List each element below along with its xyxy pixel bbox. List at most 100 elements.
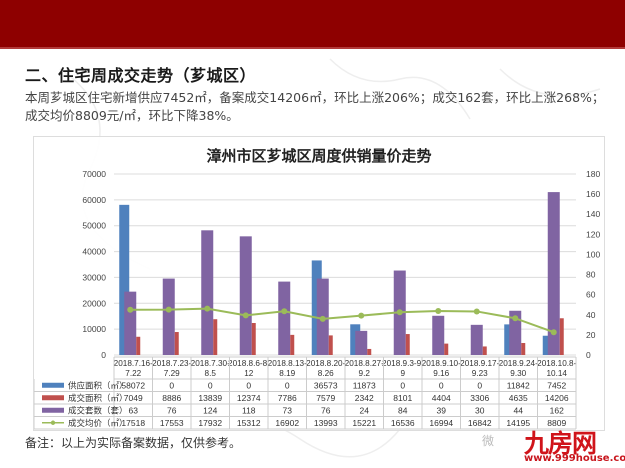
bar-deal-area (251, 323, 256, 355)
avg-price-marker (396, 309, 403, 316)
legend-label: 成交均价（㎡） (68, 418, 128, 428)
category-label: 9.2 (359, 369, 371, 378)
category-label: 8.26 (318, 369, 334, 378)
legend-label: 成交面积（㎡） (68, 393, 128, 403)
bar-units (278, 281, 291, 355)
watermark-url: www.999house.com (524, 453, 625, 464)
table-cell: 0 (208, 380, 213, 390)
bar-units (509, 310, 522, 355)
chart-container: 漳州市区芗城区周度供销量价走势 0 10000 20000 30000 40000 500… (33, 136, 605, 431)
bar-deal-area (559, 318, 564, 355)
legend-label: 成交套数（套） (68, 405, 128, 415)
category-label: 2018.10.8- (537, 359, 576, 368)
table-cell: 8886 (162, 393, 181, 403)
table-cell: 8101 (393, 393, 412, 403)
right-axis-tick: 80 (586, 270, 596, 280)
right-axis-tick: 120 (586, 229, 600, 239)
category-label: 9 (400, 369, 405, 378)
right-axis-tick: 20 (586, 330, 596, 340)
bar-units (201, 230, 214, 355)
table-cell: 16536 (391, 418, 415, 428)
wechat-icon: 微 (482, 434, 495, 448)
table-cell: 30 (475, 405, 485, 415)
category-label: 2018.7.30- (191, 359, 230, 368)
category-label: 8.19 (279, 369, 295, 378)
table-cell: 17553 (160, 418, 184, 428)
bar-deal-area (367, 348, 372, 355)
bar-deal-area (444, 343, 449, 355)
table-cell: 0 (169, 380, 174, 390)
bar-deal-area (521, 343, 526, 355)
table-cell: 15312 (237, 418, 261, 428)
table-cell: 15221 (352, 418, 376, 428)
legend-swatch-icon (42, 407, 64, 413)
left-axis-tick: 20000 (82, 298, 106, 308)
watermark-brand: 九房网 (524, 429, 597, 458)
left-axis-tick: 30000 (82, 272, 106, 282)
avg-price-marker (204, 305, 211, 312)
bar-deal-area (213, 319, 218, 355)
table-cell: 17518 (121, 418, 145, 428)
category-label: 9.30 (510, 369, 526, 378)
avg-price-marker (242, 312, 249, 319)
table-cell: 0 (285, 380, 290, 390)
category-label: 2018.8.6-8. (228, 359, 269, 368)
table-cell: 63 (129, 405, 139, 415)
bar-units (355, 330, 368, 355)
bar-units (547, 192, 560, 355)
table-cell: 73 (283, 405, 293, 415)
avg-price-marker (358, 312, 365, 319)
table-cell: 84 (398, 405, 408, 415)
right-axis-tick: 0 (586, 350, 591, 360)
bar-deal-area (290, 334, 295, 355)
bar-deal-area (328, 335, 333, 355)
legend-swatch-icon (42, 382, 64, 388)
table-cell: 16902 (275, 418, 299, 428)
table-cell: 0 (400, 380, 405, 390)
left-axis-tick: 0 (101, 350, 106, 360)
category-label: 9.16 (433, 369, 449, 378)
bar-supply-area (119, 204, 130, 355)
category-label: 9.23 (472, 369, 488, 378)
category-label: 7.29 (164, 369, 180, 378)
bar-units (239, 236, 252, 355)
category-label: 2018.7.16- (114, 359, 153, 368)
table-cell: 12374 (237, 393, 261, 403)
category-label: 2018.9.3-9. (382, 359, 423, 368)
category-label: 2018.8.20- (306, 359, 345, 368)
category-label: 2018.9.10- (422, 359, 461, 368)
bar-units (162, 278, 175, 355)
legend-swatch-icon (42, 395, 64, 401)
table-cell: 0 (246, 380, 251, 390)
table-cell: 11873 (353, 380, 376, 390)
bar-units (432, 315, 445, 355)
category-label: 10.14 (547, 369, 568, 378)
avg-price-marker (319, 315, 326, 322)
table-cell: 17932 (198, 418, 222, 428)
table-cell: 24 (360, 405, 370, 415)
category-label: 2018.8.27- (345, 359, 384, 368)
avg-price-marker (512, 315, 519, 322)
table-cell: 39 (437, 405, 447, 415)
table-cell: 162 (550, 405, 564, 415)
category-label: 7.22 (125, 369, 141, 378)
table-cell: 14206 (545, 393, 569, 403)
bar-deal-area (174, 332, 179, 355)
bar-deal-area (482, 346, 487, 355)
table-cell: 13993 (314, 418, 338, 428)
avg-price-marker (550, 329, 557, 336)
table-cell: 16842 (468, 418, 492, 428)
left-axis-tick: 70000 (82, 169, 106, 179)
table-cell: 0 (439, 380, 444, 390)
left-axis-tick: 60000 (82, 195, 106, 205)
table-cell: 16994 (429, 418, 453, 428)
table-cell: 7452 (547, 380, 566, 390)
table-cell: 3306 (470, 393, 489, 403)
avg-price-marker (281, 308, 288, 315)
table-cell: 11842 (507, 380, 530, 390)
table-cell: 124 (203, 405, 217, 415)
footnote: 备注：以上为实际备案数据，仅供参考。 (25, 436, 242, 450)
category-label: 2018.7.23- (152, 359, 191, 368)
chart-title: 漳州市区芗城区周度供销量价走势 (206, 147, 432, 165)
category-label: 12 (244, 369, 254, 378)
